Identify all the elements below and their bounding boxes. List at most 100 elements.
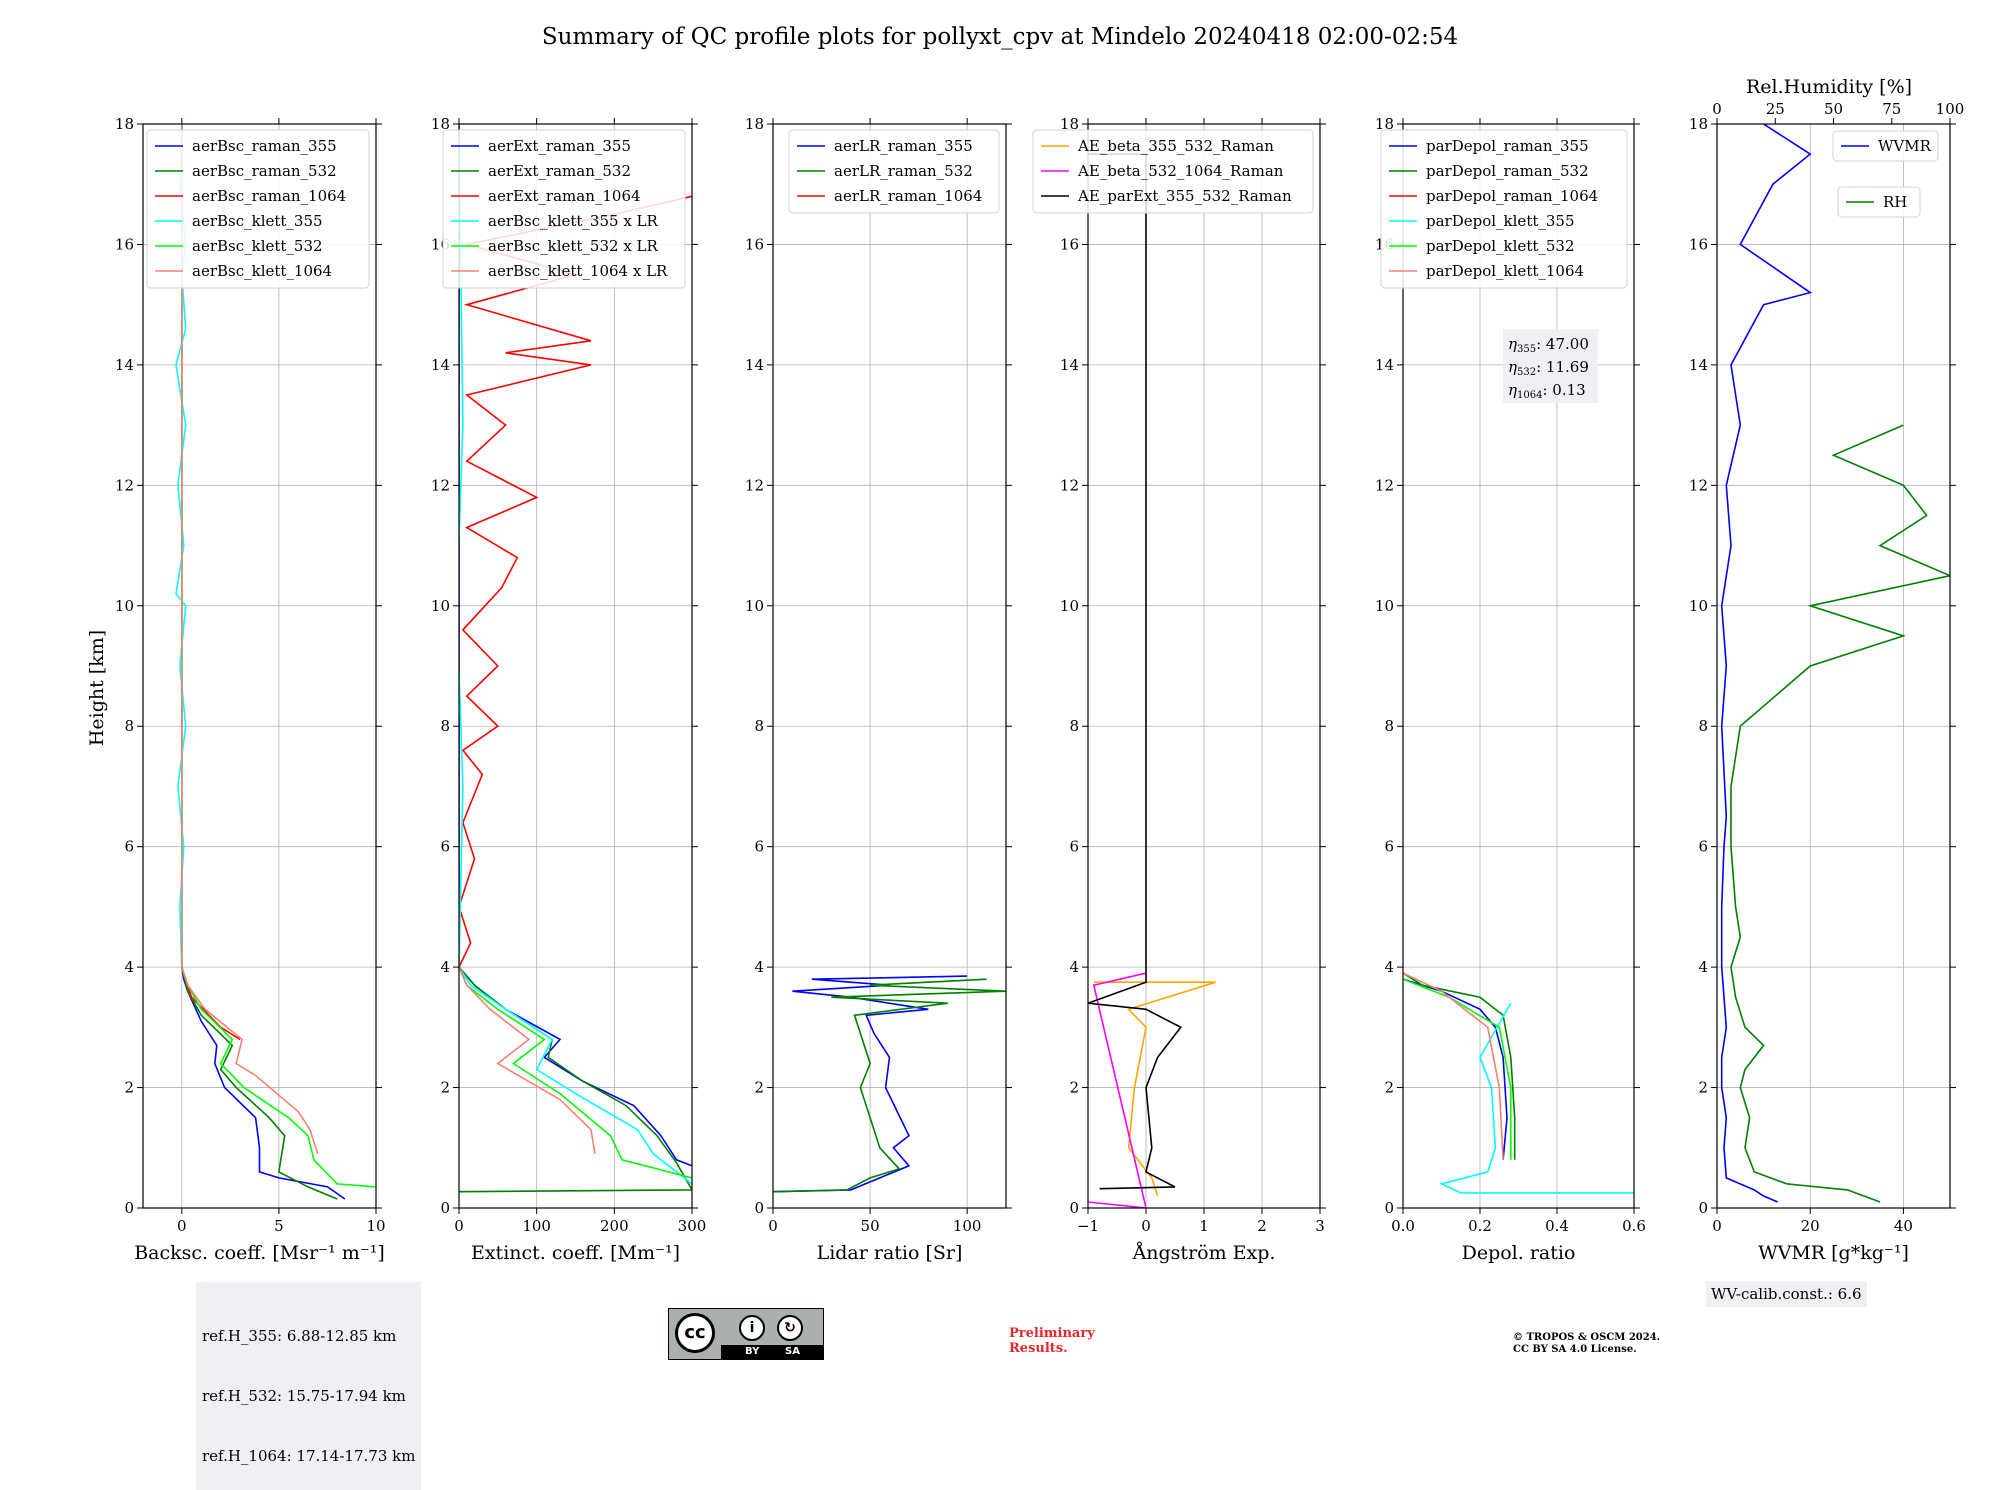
x-axis-label: Lidar ratio [Sr] (817, 1242, 963, 1264)
x-tick-label: 0 (1712, 1217, 1722, 1235)
y-tick-label: 12 (1689, 476, 1708, 494)
x-tick-label: 100 (953, 1217, 982, 1235)
series-parDepol_klett_355 (1439, 1002, 1634, 1194)
legend-label: aerBsc_raman_355 (192, 137, 337, 155)
ref-height-532: ref.H_532: 15.75-17.94 km (202, 1387, 406, 1405)
legend-label: aerLR_raman_1064 (834, 187, 982, 205)
y-tick-label: 4 (1384, 958, 1394, 976)
series-group (1088, 153, 1216, 1208)
legend: aerLR_raman_355 aerLR_raman_532 aerLR_rama… (788, 129, 1000, 214)
series-aerLR_raman_532 (773, 978, 1006, 1193)
legend-label: aerLR_raman_355 (834, 137, 973, 155)
y-tick-label: 10 (431, 597, 450, 615)
legend-WVMR: WVMR (1832, 130, 1939, 162)
y-tick-label: 8 (440, 717, 450, 735)
y-tick-label: 4 (754, 958, 764, 976)
series-group (175, 124, 376, 1200)
y-tick-label: 14 (745, 356, 764, 374)
x-axis-label: Backsc. coeff. [Msr⁻¹ m⁻¹] (134, 1242, 385, 1264)
legend-label: WVMR (1878, 137, 1932, 155)
series-WVMR (1720, 124, 1813, 1203)
series-group (459, 124, 692, 1193)
y-tick-label: 8 (1698, 717, 1708, 735)
attribution-icon: i (739, 1315, 765, 1341)
y-tick-label: 4 (1698, 958, 1708, 976)
x-tick-label: 0.6 (1622, 1217, 1646, 1235)
figure-title: Summary of QC profile plots for pollyxt_… (542, 24, 1458, 50)
legend: aerExt_raman_355 aerExt_raman_532 aerExt_r… (442, 129, 686, 289)
wv-top-axis-label: Rel.Humidity [%] (1746, 76, 1912, 98)
x-tick-label: 5 (274, 1217, 284, 1235)
y-tick-label: 2 (1384, 1079, 1394, 1097)
legend-label: aerBsc_raman_532 (192, 162, 337, 180)
legend-label: aerLR_raman_532 (834, 162, 973, 180)
series-aerBsc_klett_1064 (181, 124, 319, 1155)
panel-bsc: 0 2 4 6 8 10 12 14 16 18 0 5 10 Backsc. coeff. [Msr⁻¹… (115, 115, 386, 1264)
legend: aerBsc_raman_355 aerBsc_raman_532 aerBsc_r… (146, 129, 370, 289)
axes-frame (458, 123, 693, 1209)
legend-box (442, 129, 686, 289)
legend-label: aerBsc_klett_532 (192, 237, 323, 255)
x-tick-label: 3 (1315, 1217, 1325, 1235)
y-tick-label: 16 (115, 235, 134, 253)
y-tick-label: 14 (431, 356, 450, 374)
y-tick-label: 14 (1375, 356, 1394, 374)
top-x-tick-label: 25 (1766, 100, 1785, 118)
y-tick-label: 14 (1060, 356, 1079, 374)
x-tick-label: 0.2 (1468, 1217, 1492, 1235)
series-AE_beta_532_1064_Raman (1088, 972, 1147, 1208)
series-parDepol_klett_532 (1403, 978, 1512, 1160)
y-tick-label: 10 (745, 597, 764, 615)
x-tick-label: 0.4 (1545, 1217, 1569, 1235)
legend-label: aerExt_raman_1064 (488, 187, 641, 205)
y-tick-label: 10 (1375, 597, 1394, 615)
y-tick-label: 2 (124, 1079, 134, 1097)
y-tick-label: 12 (745, 476, 764, 494)
copyright-note: © TROPOS & OSCM 2024. CC BY SA 4.0 Licen… (1513, 1332, 1661, 1355)
y-tick-label: 8 (1384, 717, 1394, 735)
series-group (773, 975, 1006, 1193)
legend-label: aerBsc_raman_1064 (192, 187, 346, 205)
y-tick-label: 16 (1689, 235, 1708, 253)
legend-box (1032, 129, 1314, 214)
panel-lr: 0 2 4 6 8 10 12 14 16 18 0 50 100 Lidar ratio [Sr] aer… (745, 115, 1012, 1264)
y-tick-label: 2 (1698, 1079, 1708, 1097)
top-x-tick-label: 100 (1936, 100, 1965, 118)
legend-label: AE_beta_355_532_Raman (1077, 137, 1274, 155)
eta-532: η532: 11.69 (1508, 358, 1589, 378)
legend-box (146, 129, 370, 289)
y-tick-label: 0 (1698, 1199, 1708, 1217)
y-tick-label: 6 (440, 838, 450, 856)
legend-label: aerBsc_klett_532 x LR (488, 237, 659, 255)
y-tick-label: 12 (1375, 476, 1394, 494)
legend: parDepol_raman_355 parDepol_raman_532 parD… (1380, 129, 1628, 289)
series-group (1403, 972, 1634, 1194)
series-aerBsc_klett_532 x LR (459, 966, 692, 1179)
series-parDepol_klett_1064 (1403, 972, 1504, 1160)
y-tick-label: 12 (115, 476, 134, 494)
legend-box (1380, 129, 1628, 289)
legend-label: aerBsc_klett_355 x LR (488, 212, 659, 230)
ref-height-355: ref.H_355: 6.88-12.85 km (202, 1327, 397, 1345)
x-tick-label: 10 (366, 1217, 385, 1235)
y-tick-label: 18 (745, 115, 764, 133)
legend-label: parDepol_klett_355 (1426, 212, 1575, 230)
eta-annotation: η355: 47.00 η532: 11.69 η1064: 0.13 (1503, 329, 1598, 403)
x-tick-label: 50 (861, 1217, 880, 1235)
x-tick-label: 0 (768, 1217, 778, 1235)
series-aerLR_raman_355 (773, 975, 968, 1193)
y-tick-label: 8 (754, 717, 764, 735)
legend-label: aerExt_raman_355 (488, 137, 631, 155)
axes-frame (1716, 123, 1951, 1209)
y-tick-label: 10 (1689, 597, 1708, 615)
x-tick-label: 200 (600, 1217, 629, 1235)
y-tick-label: 16 (1060, 235, 1079, 253)
legend-label: aerExt_raman_532 (488, 162, 631, 180)
cc-by-label: BY (745, 1346, 760, 1357)
y-tick-label: 0 (754, 1199, 764, 1217)
y-tick-label: 14 (115, 356, 134, 374)
y-tick-label: 6 (754, 838, 764, 856)
